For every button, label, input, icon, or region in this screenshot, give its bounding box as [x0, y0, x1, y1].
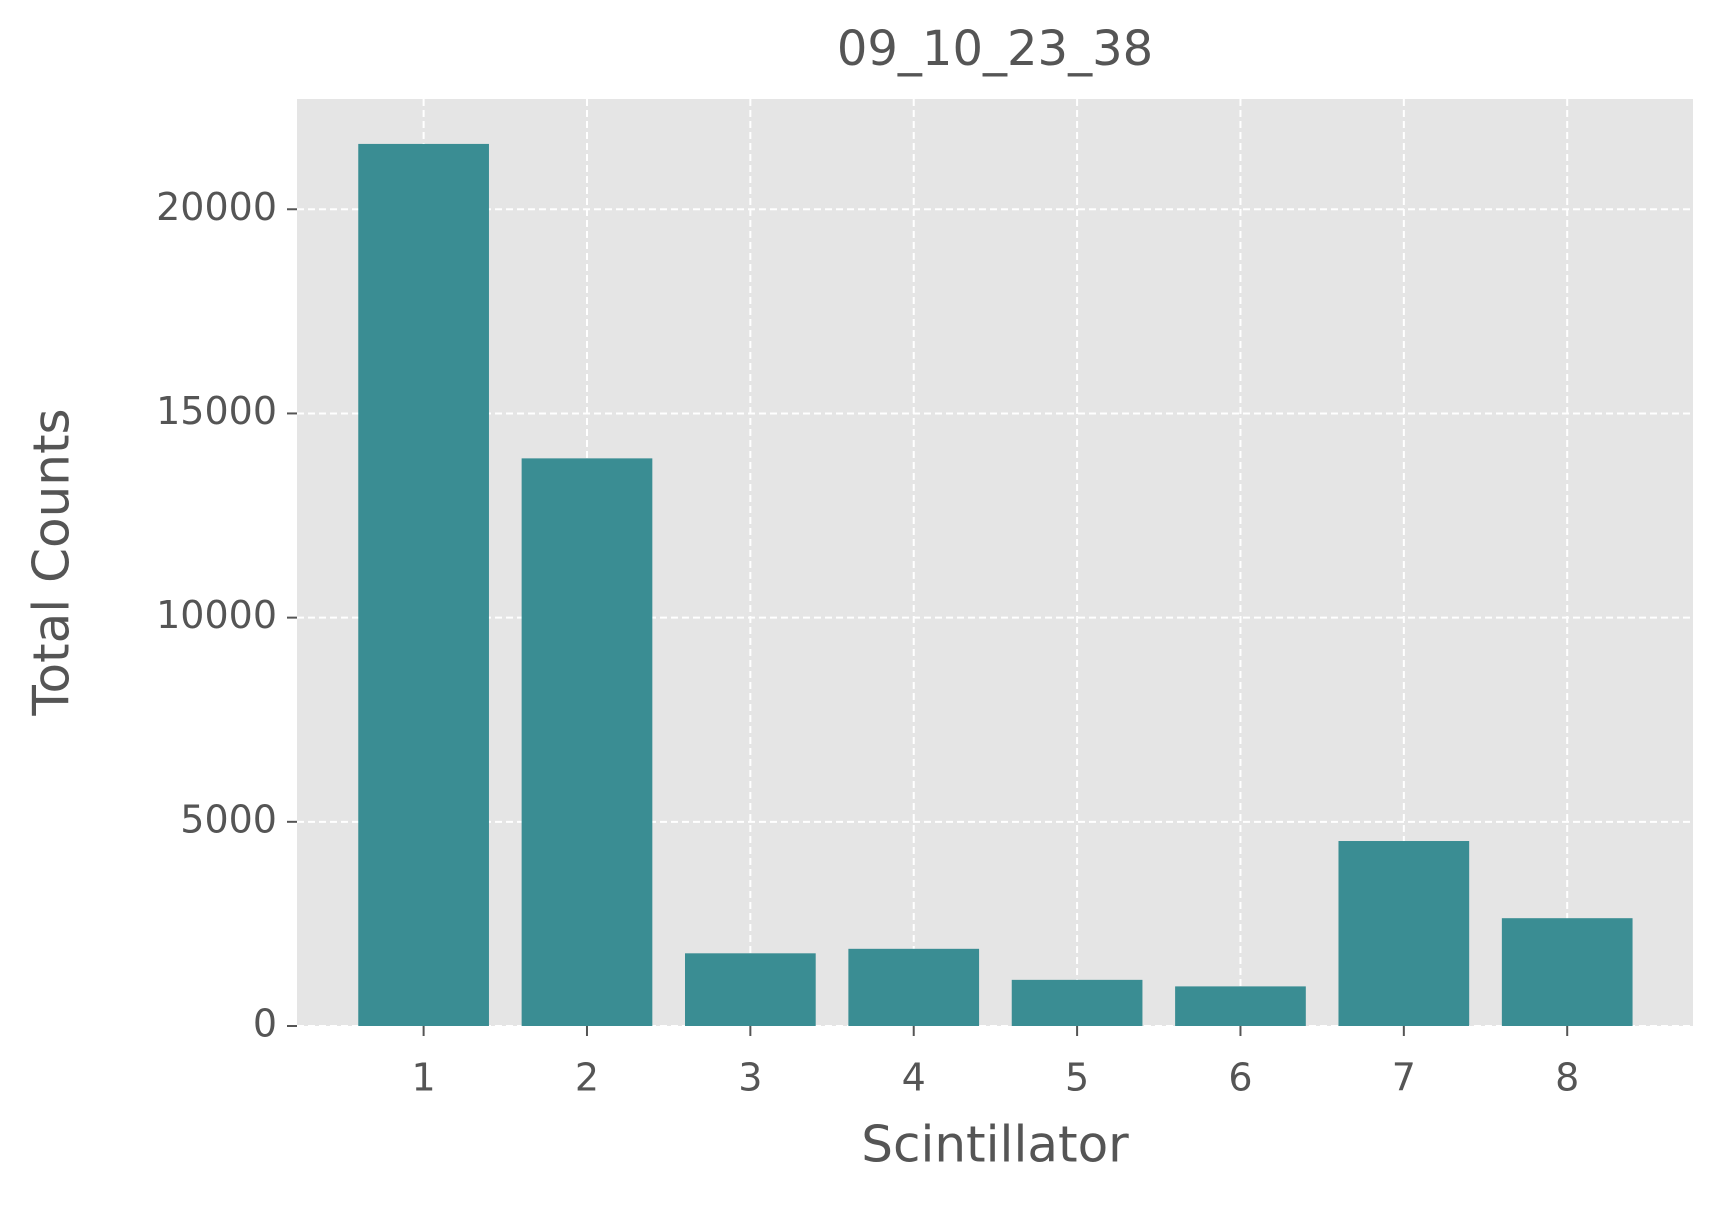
bar — [685, 953, 816, 1026]
x-tick-label: 1 — [412, 1056, 436, 1100]
x-tick-label: 5 — [1065, 1056, 1089, 1100]
bar — [358, 143, 489, 1026]
y-tick-label: 20000 — [156, 185, 277, 229]
y-tick-label: 15000 — [156, 389, 277, 433]
x-tick-label: 6 — [1228, 1056, 1252, 1100]
y-tick-label: 10000 — [156, 593, 277, 637]
chart-title: 09_10_23_38 — [837, 21, 1153, 77]
bar — [848, 948, 980, 1026]
x-tick-label: 3 — [738, 1056, 762, 1100]
x-tick-label: 2 — [575, 1056, 599, 1100]
bar — [1175, 986, 1306, 1026]
x-tick-label: 8 — [1555, 1056, 1579, 1100]
x-tick-label: 4 — [902, 1056, 926, 1100]
x-axis-label: Scintillator — [861, 1116, 1129, 1174]
y-tick-label: 5000 — [180, 797, 277, 841]
plot-area — [297, 99, 1693, 1026]
bar — [1501, 918, 1633, 1026]
bar — [1338, 841, 1470, 1026]
bar — [1011, 979, 1143, 1026]
y-axis-label: Total Counts — [23, 408, 81, 716]
x-tick-label: 7 — [1392, 1056, 1416, 1100]
y-tick-label: 0 — [253, 1002, 277, 1046]
bar — [521, 458, 653, 1027]
